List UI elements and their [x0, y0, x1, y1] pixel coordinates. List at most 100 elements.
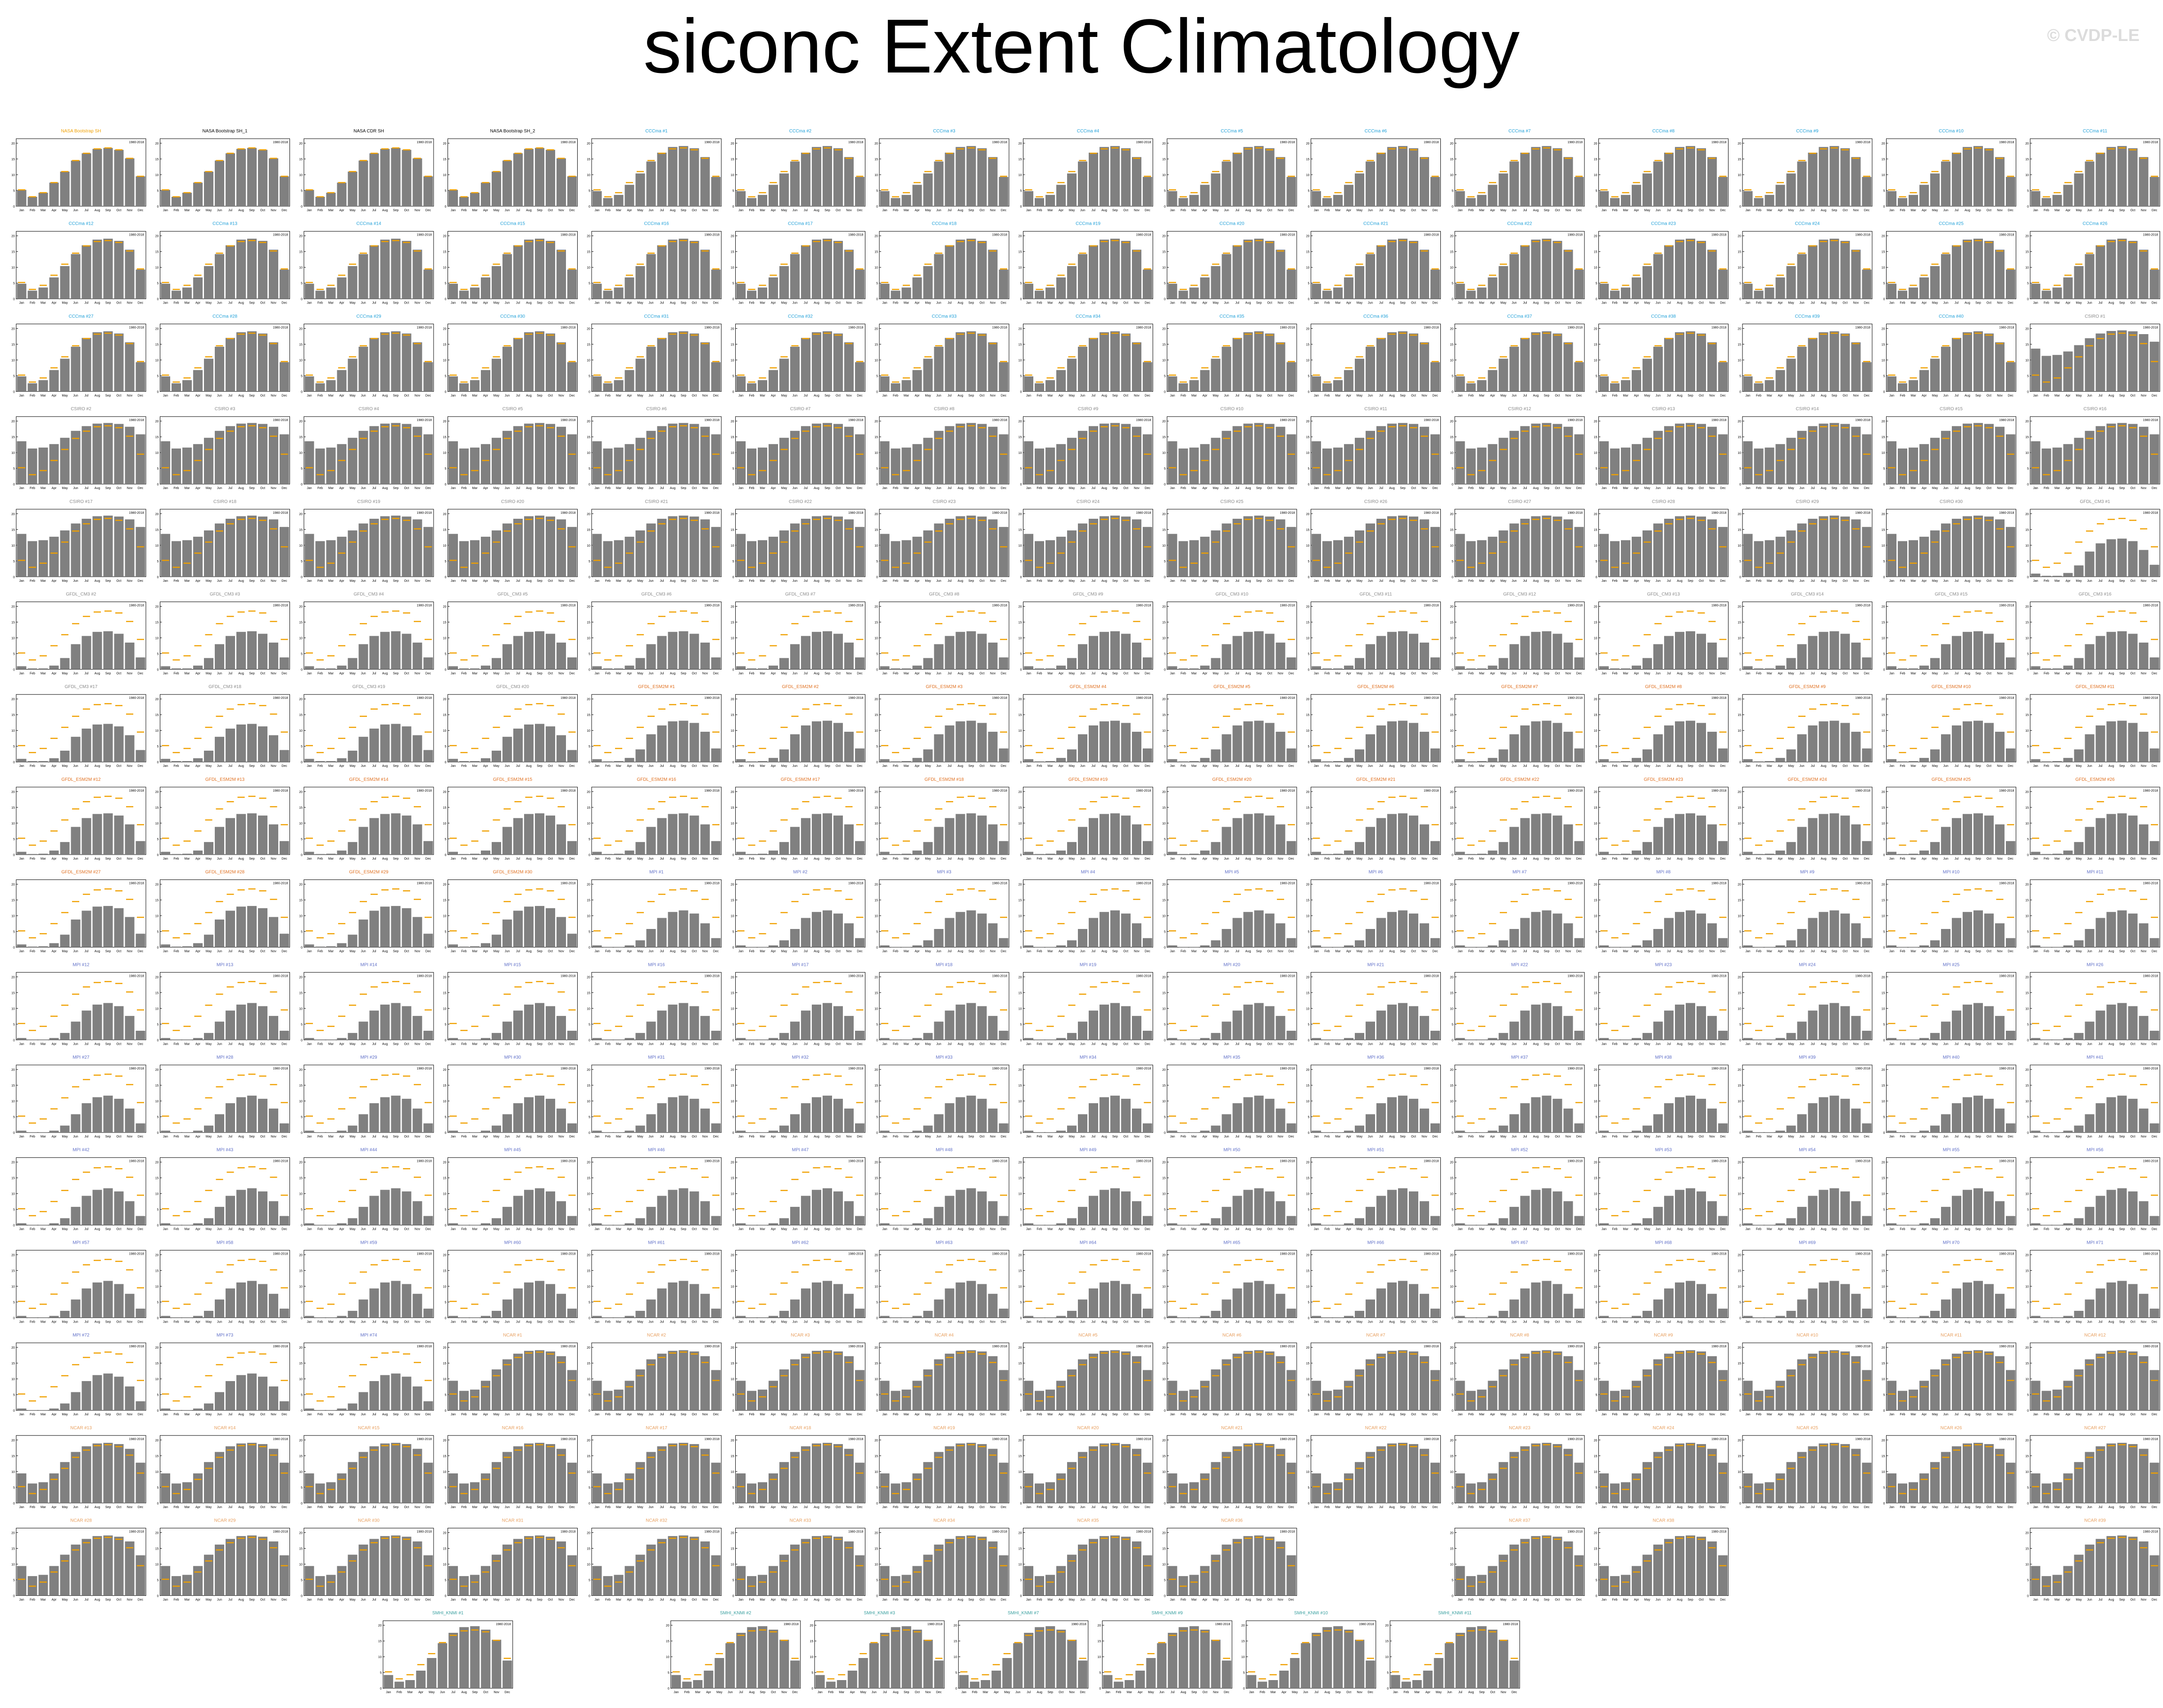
- x-tick-label: Jun: [792, 765, 797, 768]
- bar: [182, 192, 192, 206]
- bar: [1754, 668, 1764, 670]
- x-tick-label: Sep: [1256, 765, 1262, 768]
- y-tick-label: 0: [2027, 298, 2029, 301]
- x-tick-label: Dec: [1864, 672, 1870, 675]
- x-tick-label: Jul: [948, 394, 952, 397]
- bar: [1254, 239, 1264, 299]
- x-tick-label: Mar: [2054, 209, 2060, 212]
- plot-frame: [1454, 416, 1585, 485]
- bar: [2095, 543, 2105, 577]
- x-tick-label: Feb: [749, 580, 754, 583]
- x-tick-label: Dec: [1576, 209, 1582, 212]
- bar: [103, 239, 113, 299]
- panel-title: CCCma #24: [1795, 222, 1819, 227]
- bar: [161, 190, 170, 206]
- x-tick-label: Nov: [271, 672, 276, 675]
- x-tick-label: Jul: [948, 487, 952, 490]
- bar: [348, 751, 357, 762]
- bar: [999, 434, 1009, 485]
- bar: [1952, 426, 1961, 485]
- plot-frame: [16, 323, 146, 392]
- bar: [769, 758, 778, 762]
- bar: [1222, 644, 1231, 670]
- x-tick-label: Jul: [1523, 672, 1527, 675]
- bar: [1542, 146, 1552, 206]
- plot-frame: [1023, 509, 1153, 577]
- bar: [369, 245, 379, 299]
- y-tick-label: 15: [1450, 529, 1453, 532]
- bar: [369, 153, 379, 206]
- x-tick-label: Aug: [1964, 302, 1970, 305]
- x-tick-label: Oct: [980, 302, 985, 305]
- bar: [1110, 516, 1120, 577]
- x-tick-label: Oct: [548, 302, 553, 305]
- bar: [81, 636, 91, 670]
- y-tick-label: 5: [1020, 653, 1022, 656]
- x-tick-label: Oct: [1843, 672, 1848, 675]
- bar: [1632, 185, 1641, 206]
- y-tick-label: 10: [587, 174, 590, 177]
- x-tick-label: Jul: [228, 672, 232, 675]
- bar: [988, 643, 998, 670]
- x-tick-label: Jan: [1170, 394, 1175, 397]
- bar: [657, 426, 667, 485]
- bar: [2031, 284, 2041, 299]
- x-tick-label: Jun: [217, 394, 222, 397]
- y-tick-label: 10: [1162, 637, 1166, 640]
- plot-frame: [1742, 509, 1873, 577]
- bar: [1765, 668, 1774, 670]
- period-label: 1980-2018: [417, 234, 432, 237]
- x-tick-label: Oct: [548, 765, 553, 768]
- plot-frame: [1886, 138, 2016, 207]
- x-tick-label: Feb: [2044, 209, 2049, 212]
- bar: [1035, 449, 1044, 485]
- bar: [1643, 358, 1652, 392]
- x-tick-label: Aug: [1533, 672, 1539, 675]
- x-tick-label: Mar: [328, 394, 334, 397]
- plot-frame: [735, 509, 865, 577]
- bar: [402, 634, 412, 670]
- bar: [315, 449, 325, 485]
- x-tick-label: Dec: [1864, 394, 1870, 397]
- y-tick-label: 5: [157, 190, 159, 193]
- bar: [1653, 347, 1663, 392]
- x-tick-label: Feb: [605, 580, 611, 583]
- y-tick-label: 0: [1020, 761, 1022, 764]
- bar: [1143, 177, 1152, 206]
- x-tick-label: Aug: [670, 765, 676, 768]
- y-tick-label: 20: [443, 698, 447, 701]
- x-tick-label: Apr: [52, 765, 57, 768]
- x-tick-label: Jan: [594, 672, 599, 675]
- bar: [1222, 430, 1231, 485]
- bar: [646, 644, 656, 670]
- period-label: 1980-2018: [1711, 419, 1727, 422]
- bar: [1344, 444, 1353, 485]
- x-tick-label: Apr: [771, 394, 776, 397]
- bar: [1909, 287, 1918, 299]
- plot-frame: [735, 323, 865, 392]
- x-tick-label: Mar: [1910, 672, 1916, 675]
- y-tick-label: 15: [1306, 251, 1310, 254]
- plot-frame: [735, 416, 865, 485]
- bar: [247, 239, 257, 299]
- x-tick-label: Feb: [749, 302, 754, 305]
- x-tick-label: Nov: [1134, 302, 1140, 305]
- bar: [614, 380, 624, 392]
- x-tick-label: Mar: [904, 580, 910, 583]
- x-tick-label: May: [206, 394, 212, 397]
- bar: [114, 516, 124, 577]
- y-tick-label: 10: [1162, 544, 1166, 548]
- panel-title: CSIRO #26: [1364, 499, 1388, 504]
- bar: [880, 666, 890, 670]
- x-tick-label: Oct: [1123, 672, 1128, 675]
- x-tick-label: Mar: [1767, 209, 1773, 212]
- bar: [689, 424, 699, 485]
- y-tick-label: 0: [445, 298, 447, 301]
- bar: [2006, 362, 2015, 392]
- bar: [1322, 290, 1332, 299]
- x-tick-label: Sep: [537, 765, 543, 768]
- x-tick-label: Oct: [692, 302, 697, 305]
